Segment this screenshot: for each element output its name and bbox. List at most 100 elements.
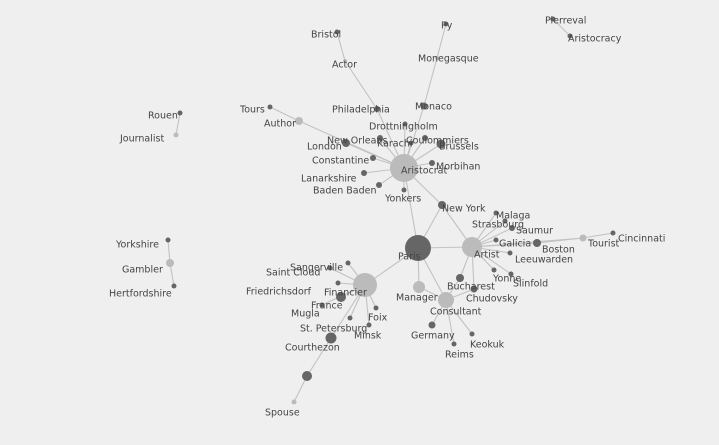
node-financier[interactable] — [353, 273, 377, 297]
node-label-manager: Manager — [396, 293, 438, 304]
node-saumur[interactable] — [509, 225, 515, 231]
node-label-author: Author — [264, 119, 296, 130]
node-galicia[interactable] — [493, 237, 499, 243]
node-newyork[interactable] — [438, 201, 446, 209]
node-label-keokuk: Keokuk — [470, 340, 505, 351]
node-py[interactable] — [443, 21, 449, 27]
node-label-paris: Paris — [398, 252, 421, 263]
edge-rouen-journalist — [175, 112, 181, 136]
node-reims[interactable] — [451, 341, 457, 347]
edge-philadelphia-actor — [344, 60, 378, 110]
node-malaga[interactable] — [493, 210, 499, 216]
node-label-brussels: Brussels — [439, 142, 479, 153]
node-yorkshire[interactable] — [165, 237, 171, 243]
node-germany[interactable] — [428, 321, 436, 329]
node-coulommiers[interactable] — [422, 135, 428, 141]
node-strasbourg[interactable] — [502, 218, 508, 224]
node-neworleans[interactable] — [377, 135, 383, 141]
node-lanarkshire[interactable] — [361, 170, 367, 176]
node-label-py: Py — [441, 21, 453, 32]
node-journalist[interactable] — [173, 132, 179, 138]
node-rouen[interactable] — [177, 110, 183, 116]
node-badenbaden[interactable] — [376, 182, 382, 188]
node-label-consultant: Consultant — [430, 307, 482, 318]
node-paris[interactable] — [405, 235, 431, 261]
node-label-stpetersburg: St. Petersburg — [300, 324, 367, 335]
node-london[interactable] — [342, 139, 350, 147]
node-slinfold[interactable] — [508, 271, 514, 277]
node-yonkers[interactable] — [401, 187, 407, 193]
node-label-bucharest: Bucharest — [447, 282, 495, 293]
node-label-actor: Actor — [332, 60, 357, 71]
node-label-financier: Financier — [324, 288, 367, 299]
node-manager[interactable] — [413, 281, 425, 293]
node-label-germany: Germany — [411, 331, 455, 342]
node-minsk[interactable] — [366, 322, 372, 328]
node-label-galicia: Galicia — [499, 239, 531, 250]
node-sangerville[interactable] — [345, 260, 351, 266]
node-drottningholm[interactable] — [402, 121, 408, 127]
node-monegasque[interactable] — [435, 56, 439, 60]
node-keokuk[interactable] — [469, 331, 475, 337]
node-label-london: London — [307, 142, 342, 153]
node-courthezon[interactable] — [325, 332, 337, 344]
node-aristocracy[interactable] — [567, 33, 573, 39]
node-boston[interactable] — [533, 239, 541, 247]
node-artist[interactable] — [462, 237, 482, 257]
node-aristocrat[interactable] — [390, 154, 418, 182]
node-label-tours: Tours — [239, 105, 265, 116]
node-hertfordshire[interactable] — [171, 283, 177, 289]
node-label-saumur: Saumur — [516, 226, 553, 237]
node-label-sangerville: Sangerville — [290, 263, 343, 274]
node-author[interactable] — [295, 117, 303, 125]
node-actor[interactable] — [343, 59, 347, 63]
node-spousehub[interactable] — [302, 371, 312, 381]
node-constantine[interactable] — [370, 155, 376, 161]
node-monaco[interactable] — [420, 102, 428, 110]
node-bristol[interactable] — [334, 29, 340, 35]
node-bucharest[interactable] — [456, 274, 464, 282]
node-label-yonne: Yonne — [492, 274, 521, 285]
node-label-friedrichsdorf: Friedrichsdorf — [246, 287, 312, 298]
node-label-foix: Foix — [368, 313, 388, 324]
node-label-morbihan: Morbihan — [436, 162, 480, 173]
node-friedrichsdorf[interactable] — [335, 280, 341, 286]
node-pierreval[interactable] — [550, 16, 556, 22]
node-label-gambler: Gambler — [122, 265, 163, 276]
node-cincinnati[interactable] — [610, 230, 616, 236]
edge-monaco-monegasque — [423, 57, 438, 107]
node-stpetersburg[interactable] — [347, 315, 353, 321]
node-yonne[interactable] — [491, 267, 497, 273]
node-label-spouse: Spouse — [265, 408, 300, 419]
node-label-aristocrat: Aristocrat — [401, 166, 447, 177]
node-mugla[interactable] — [319, 302, 325, 308]
node-label-constantine: Constantine — [312, 156, 369, 167]
node-tours[interactable] — [267, 104, 273, 110]
node-consultant[interactable] — [438, 292, 454, 308]
node-karachi[interactable] — [408, 140, 414, 146]
node-label-leeuwarden: Leeuwarden — [515, 255, 573, 266]
node-chudovsky[interactable] — [470, 285, 478, 293]
node-label-slinfold: Slinfold — [513, 279, 548, 290]
node-brussels[interactable] — [436, 139, 446, 149]
node-label-france: France — [311, 301, 343, 312]
edge-courthezon-spousehub — [306, 337, 332, 377]
node-gambler[interactable] — [166, 259, 174, 267]
node-label-chudovsky: Chudovsky — [466, 294, 518, 305]
node-label-saintcloud: Saint Cloud — [266, 268, 320, 279]
edge-monegasque-py — [436, 23, 447, 59]
edge-tourist-cincinnati — [582, 232, 614, 239]
node-tourist[interactable] — [579, 234, 587, 242]
node-saintcloud[interactable] — [327, 265, 333, 271]
node-leeuwarden[interactable] — [507, 250, 513, 256]
node-morbihan[interactable] — [429, 160, 435, 166]
node-philadelphia[interactable] — [374, 106, 380, 112]
node-spouse[interactable] — [291, 399, 297, 405]
node-label-neworleans: New Orleans — [327, 136, 387, 147]
node-foix[interactable] — [373, 305, 379, 311]
node-france[interactable] — [336, 292, 346, 302]
node-label-karachi: Karachi — [377, 139, 413, 150]
node-label-boston: Boston — [542, 245, 575, 256]
node-label-yorkshire: Yorkshire — [115, 240, 159, 251]
